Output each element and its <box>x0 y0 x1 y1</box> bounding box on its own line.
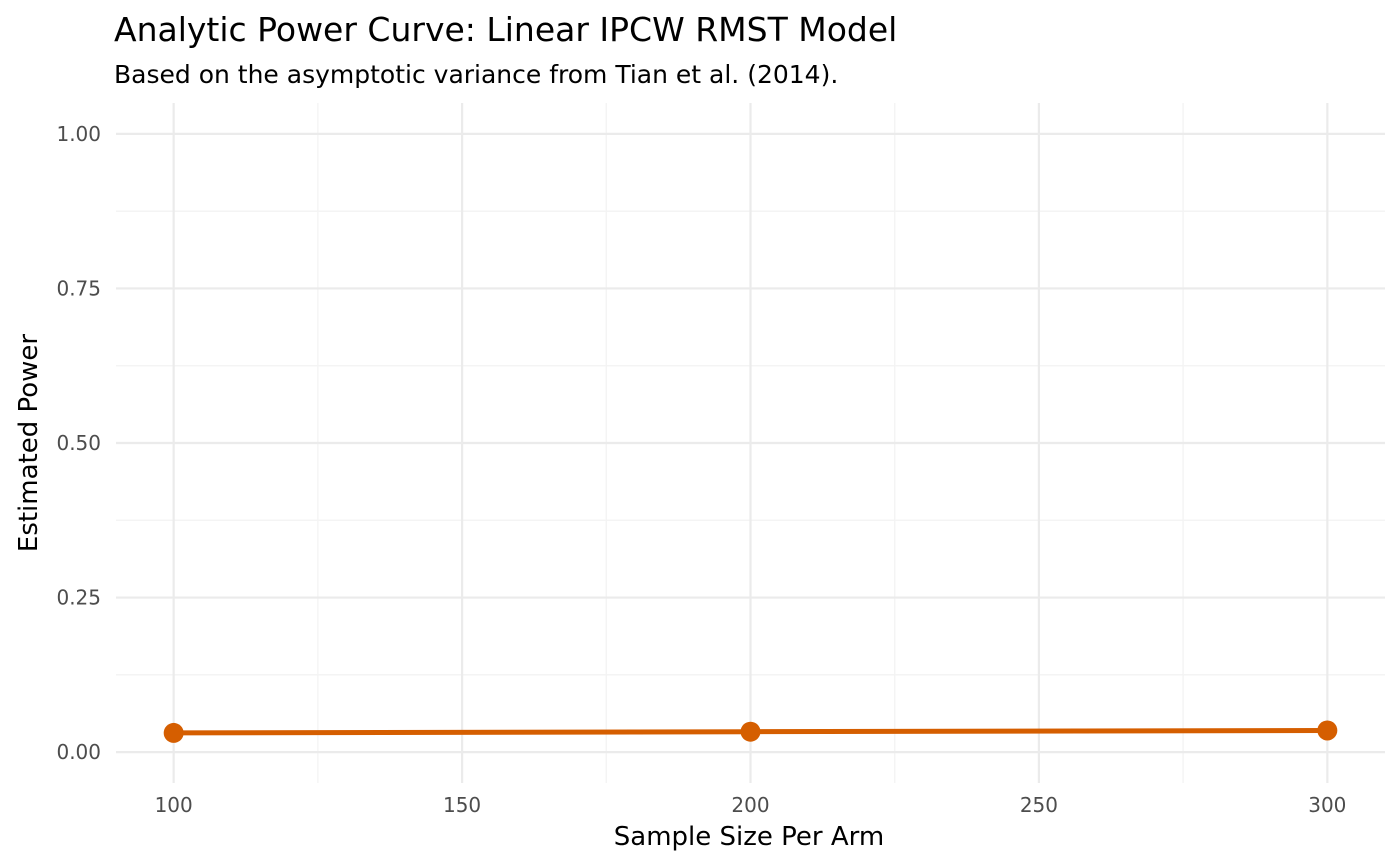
x-axis-ticks: 100 150 200 250 300 <box>155 793 1347 817</box>
power-data-point <box>163 722 184 743</box>
y-tick-label: 0.25 <box>56 586 101 610</box>
y-tick-label: 0.50 <box>56 431 101 455</box>
y-tick-label: 0.00 <box>56 740 101 764</box>
x-axis-title: Sample Size Per Arm <box>614 822 884 852</box>
power-data-point <box>740 721 761 742</box>
chart-subtitle: Based on the asymptotic variance from Ti… <box>114 60 838 89</box>
x-tick-label: 100 <box>155 793 193 817</box>
power-data-point <box>1317 720 1338 741</box>
x-tick-label: 200 <box>731 793 769 817</box>
x-tick-label: 300 <box>1308 793 1346 817</box>
x-tick-label: 250 <box>1020 793 1058 817</box>
series-layer <box>163 720 1338 743</box>
chart-title: Analytic Power Curve: Linear IPCW RMST M… <box>114 10 897 49</box>
y-axis-ticks: 0.00 0.25 0.50 0.75 1.00 <box>56 122 101 764</box>
plot-grid <box>116 103 1385 783</box>
y-axis-title: Estimated Power <box>14 334 44 553</box>
x-tick-label: 150 <box>443 793 481 817</box>
y-tick-label: 1.00 <box>56 122 101 146</box>
y-tick-label: 0.75 <box>56 276 101 300</box>
